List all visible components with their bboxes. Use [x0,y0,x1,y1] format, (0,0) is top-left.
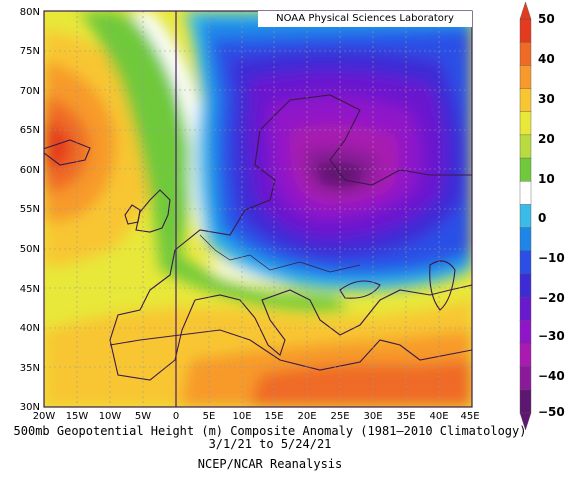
lat-tick: 45N [20,284,40,295]
lon-tick: 0 [173,411,179,422]
lon-axis: 20W 15W 10W 5W 0 5E 10E 15E 20E 25E 30E … [33,411,480,422]
anomaly-field [44,11,472,407]
colorbar-label: −40 [538,369,565,383]
lon-tick: 15E [264,411,283,422]
lon-tick: 20W [33,411,56,422]
colorbar-label: −10 [538,251,565,265]
lat-tick: 30N [20,402,40,413]
colorbar-segment [519,181,532,206]
colorbar-segment [519,250,532,275]
lon-tick: 30E [363,411,382,422]
lon-tick: 45E [460,411,479,422]
coastlines [44,94,472,381]
lon-tick: 5E [203,411,216,422]
lat-axis: 80N 75N 70N 65N 60N 55N 50N 45N 40N 35N … [20,7,40,413]
colorbar-segment [519,343,532,368]
north-africa-outline [109,329,472,371]
colorbar-max-arrow [519,1,532,20]
lat-tick: 35N [20,363,40,374]
lat-tick: 60N [20,165,40,176]
lon-tick: 10W [99,411,122,422]
caption-dates: 3/1/21 to 5/24/21 [208,437,332,451]
colorbar-segment [519,88,532,113]
caspian-outline [429,260,456,311]
colorbar-segment [519,18,532,43]
lat-tick: 55N [20,204,40,215]
colorbar-segment [519,41,532,67]
lon-tick: 20E [297,411,316,422]
british-isles-outline [135,189,171,233]
northern-europe-outline [174,94,472,251]
lon-tick: 15W [66,411,89,422]
colorbar-label: 40 [538,52,555,66]
colorbar-segment [519,65,532,90]
lat-tick: 70N [20,86,40,97]
colorbar-label: 30 [538,92,555,106]
colorbar-label: −30 [538,329,565,343]
lat-tick: 75N [20,46,40,57]
lat-tick: 65N [20,125,40,136]
caption-source: NCEP/NCAR Reanalysis [197,457,343,471]
colorbar-segment [519,366,532,391]
colorbar-label: −50 [538,405,565,419]
colorbar-segment [519,296,532,321]
ireland-outline [124,204,141,225]
colorbar-label: 10 [538,172,555,186]
colorbar-segment [519,204,532,229]
caption-title: 500mb Geopotential Height (m) Composite … [13,424,527,438]
lon-tick: 10E [232,411,251,422]
colorbar-segment [519,227,532,252]
graticule [44,11,472,407]
colorbar-label: 20 [538,132,555,146]
lon-tick: 25E [330,411,349,422]
mediterranean-north-outline [194,284,472,356]
country-borders [199,234,361,273]
colorbar-segment [519,389,532,414]
lon-tick: 5W [135,411,151,422]
lat-tick: 50N [20,244,40,255]
iceland-outline [44,139,91,166]
lon-tick: 35E [396,411,415,422]
colorbar-segment [519,320,532,345]
colorbar-segment [519,111,532,136]
colorbar-label: 50 [538,12,555,26]
colorbar-min-arrow [519,412,532,431]
colorbar-label: 0 [538,211,547,225]
lon-tick: 40E [429,411,448,422]
colorbar [519,1,532,431]
lat-tick: 40N [20,323,40,334]
credit-label: NOAA Physical Sciences Laboratory [258,11,472,27]
black-sea-outline [339,280,381,299]
colorbar-segment [519,157,532,182]
colorbar-segment [519,134,532,159]
colorbar-segment [519,273,532,298]
lat-tick: 80N [20,7,40,18]
iberia-outline [109,249,196,381]
colorbar-label: −20 [538,291,565,305]
